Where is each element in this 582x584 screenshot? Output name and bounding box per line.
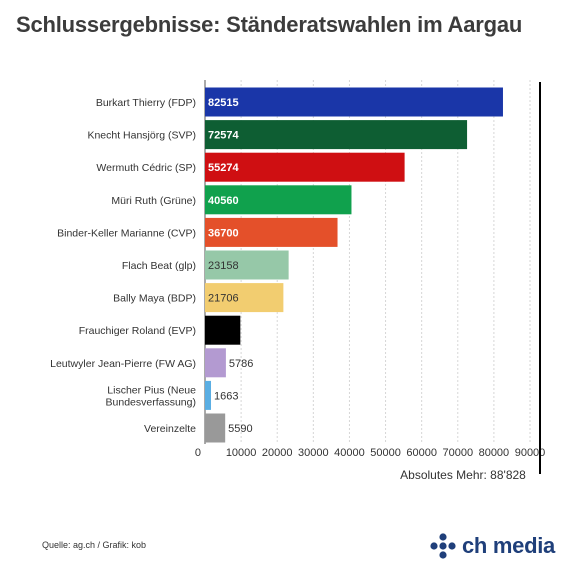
x-tick-label: 70000 bbox=[442, 447, 473, 459]
x-tick-label: 80000 bbox=[479, 447, 510, 459]
bar bbox=[205, 348, 226, 378]
category-label: Lischer Pius (Neue Bundesverfassung) bbox=[106, 384, 197, 408]
category-label: Vereinzelte bbox=[144, 423, 196, 435]
value-label: 40560 bbox=[208, 195, 239, 207]
bar bbox=[205, 380, 212, 410]
bar bbox=[205, 185, 352, 215]
category-label: Wermuth Cédric (SP) bbox=[96, 162, 196, 174]
category-label: Bally Maya (BDP) bbox=[113, 293, 196, 305]
chart-title: Schlussergebnisse: Ständeratswahlen im A… bbox=[16, 12, 523, 37]
x-tick-label: 40000 bbox=[334, 447, 365, 459]
category-label: Müri Ruth (Grüne) bbox=[111, 195, 196, 207]
x-tick-label: 10000 bbox=[226, 447, 257, 459]
category-label: Binder-Keller Marianne (CVP) bbox=[57, 227, 196, 239]
value-label: 1663 bbox=[214, 390, 238, 402]
category-label: Burkart Thierry (FDP) bbox=[96, 97, 196, 109]
bar bbox=[205, 87, 503, 117]
category-label: Knecht Hansjörg (SVP) bbox=[87, 130, 196, 142]
value-label: 55274 bbox=[208, 162, 239, 174]
category-label: Leutwyler Jean-Pierre (FW AG) bbox=[50, 358, 196, 370]
value-label: 5590 bbox=[228, 423, 252, 435]
source-note: Quelle: ag.ch / Grafik: kob bbox=[42, 540, 147, 550]
x-tick-label: 30000 bbox=[298, 447, 329, 459]
value-label: 36700 bbox=[208, 227, 239, 239]
x-tick-label: 0 bbox=[195, 447, 201, 459]
x-tick-label: 90000 bbox=[515, 447, 546, 459]
category-label: Frauchiger Roland (EVP) bbox=[79, 325, 196, 337]
x-tick-label: 50000 bbox=[370, 447, 401, 459]
bar bbox=[205, 120, 468, 150]
bar bbox=[205, 315, 241, 345]
category-label: Flach Beat (glp) bbox=[122, 260, 196, 272]
reference-line-label: Absolutes Mehr: 88'828 bbox=[400, 468, 526, 482]
brand-name: ch media bbox=[462, 533, 555, 558]
ch-media-dots-icon bbox=[430, 533, 456, 559]
bar bbox=[205, 217, 338, 247]
x-tick-label: 60000 bbox=[406, 447, 437, 459]
bar bbox=[205, 413, 226, 443]
value-label: 72574 bbox=[208, 130, 239, 142]
value-label: 23158 bbox=[208, 260, 239, 272]
value-label: 21706 bbox=[208, 293, 239, 305]
bar bbox=[205, 250, 289, 280]
value-label: 5786 bbox=[229, 358, 253, 370]
bar bbox=[205, 152, 405, 182]
x-tick-label: 20000 bbox=[262, 447, 293, 459]
bar bbox=[205, 283, 284, 313]
brand-logo: ch media bbox=[430, 533, 555, 559]
value-label: 82515 bbox=[208, 97, 239, 109]
value-label: 9784 bbox=[243, 325, 268, 337]
